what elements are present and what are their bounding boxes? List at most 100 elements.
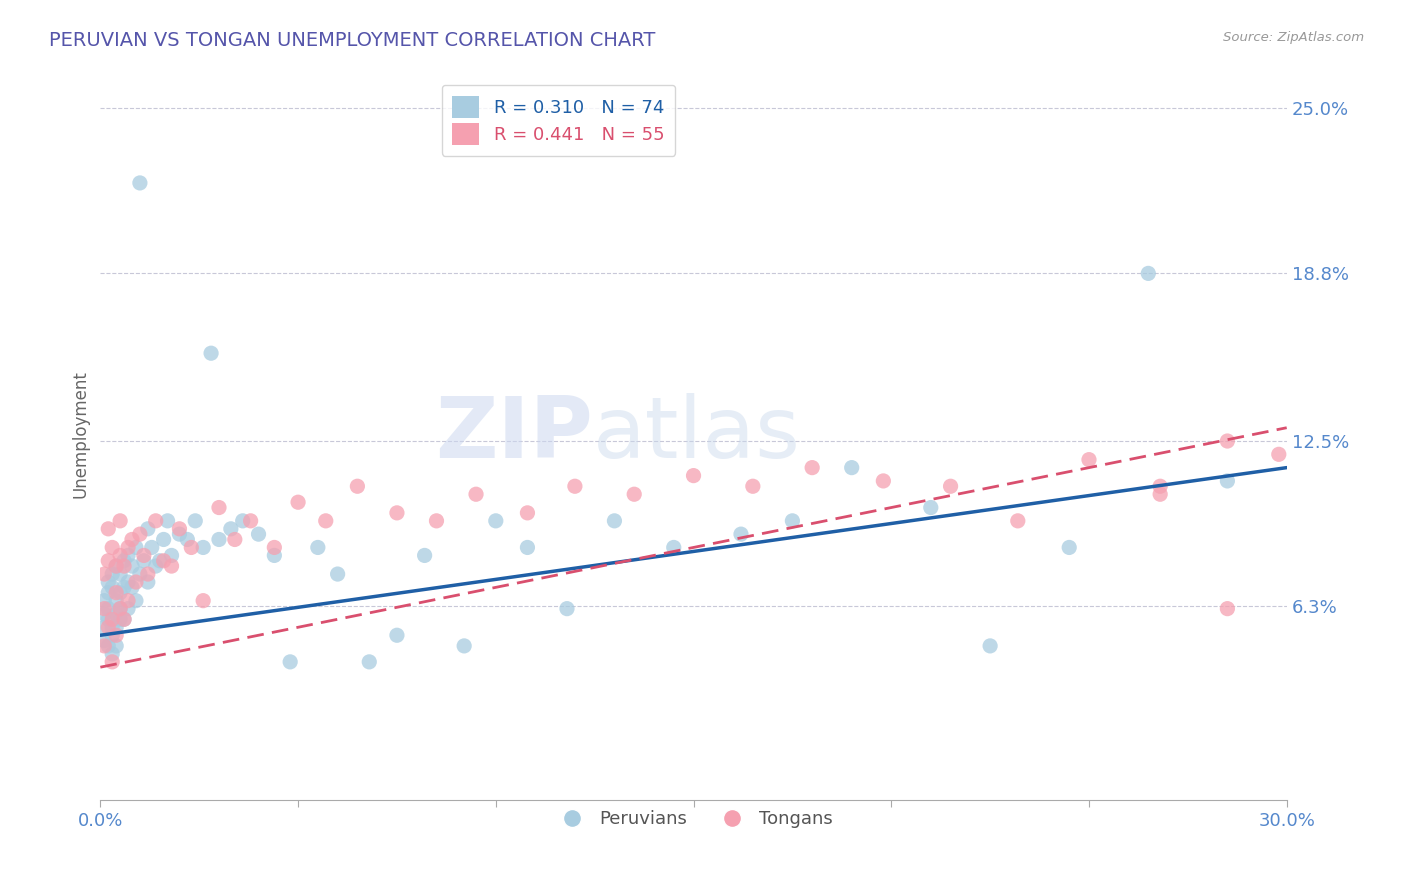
Point [93, 633, 115, 648]
Point [136, 567, 159, 582]
Point [97, 620, 120, 634]
Point [516, 506, 538, 520]
Point [97, 601, 120, 615]
Point [193, 541, 215, 555]
Point [121, 580, 143, 594]
Point [1268, 447, 1291, 461]
Point [125, 593, 148, 607]
Point [136, 575, 159, 590]
Point [385, 628, 408, 642]
Point [97, 522, 120, 536]
Point [193, 593, 215, 607]
Point [247, 527, 270, 541]
Point [156, 514, 179, 528]
Point [128, 527, 150, 541]
Point [117, 575, 139, 590]
Point [623, 487, 645, 501]
Point [97, 612, 120, 626]
Point [112, 554, 135, 568]
Point [93, 639, 115, 653]
Point [307, 541, 329, 555]
Point [200, 346, 222, 360]
Point [97, 585, 120, 599]
Point [184, 514, 207, 528]
Point [97, 575, 120, 590]
Point [112, 612, 135, 626]
Point [112, 559, 135, 574]
Point [105, 559, 128, 574]
Point [278, 655, 301, 669]
Point [108, 601, 131, 615]
Point [287, 495, 309, 509]
Point [979, 639, 1001, 653]
Point [93, 601, 115, 615]
Point [485, 514, 508, 528]
Point [1057, 541, 1080, 555]
Point [121, 559, 143, 574]
Point [1216, 434, 1239, 448]
Point [117, 549, 139, 563]
Point [662, 541, 685, 555]
Point [180, 541, 202, 555]
Point [108, 585, 131, 599]
Point [108, 549, 131, 563]
Point [105, 585, 128, 599]
Point [263, 549, 285, 563]
Point [101, 655, 124, 669]
Point [801, 460, 824, 475]
Point [125, 575, 148, 590]
Point [149, 554, 172, 568]
Point [101, 620, 124, 634]
Point [326, 567, 349, 582]
Point [564, 479, 586, 493]
Point [169, 527, 191, 541]
Point [1216, 601, 1239, 615]
Point [1078, 452, 1101, 467]
Point [105, 559, 128, 574]
Point [93, 620, 115, 634]
Point [160, 559, 183, 574]
Point [132, 549, 155, 563]
Text: atlas: atlas [593, 392, 800, 475]
Point [920, 500, 942, 515]
Point [385, 506, 408, 520]
Point [939, 479, 962, 493]
Point [315, 514, 337, 528]
Point [1007, 514, 1029, 528]
Point [93, 593, 115, 607]
Point [239, 514, 262, 528]
Point [1149, 487, 1171, 501]
Point [1216, 474, 1239, 488]
Point [555, 601, 578, 615]
Point [128, 567, 150, 582]
Point [152, 533, 174, 547]
Point [101, 647, 124, 661]
Point [232, 514, 254, 528]
Legend: Peruvians, Tongans: Peruvians, Tongans [547, 803, 841, 835]
Point [132, 554, 155, 568]
Point [425, 514, 447, 528]
Y-axis label: Unemployment: Unemployment [72, 370, 89, 499]
Point [93, 607, 115, 621]
Point [108, 612, 131, 626]
Point [782, 514, 804, 528]
Point [101, 580, 124, 594]
Point [101, 628, 124, 642]
Point [145, 514, 167, 528]
Point [105, 593, 128, 607]
Point [224, 533, 246, 547]
Text: Source: ZipAtlas.com: Source: ZipAtlas.com [1223, 31, 1364, 45]
Point [125, 541, 148, 555]
Point [105, 628, 128, 642]
Point [117, 601, 139, 615]
Point [108, 514, 131, 528]
Point [208, 500, 231, 515]
Point [101, 612, 124, 626]
Point [263, 541, 285, 555]
Point [136, 522, 159, 536]
Point [346, 479, 368, 493]
Point [117, 541, 139, 555]
Point [101, 567, 124, 582]
Point [465, 487, 488, 501]
Point [108, 601, 131, 615]
